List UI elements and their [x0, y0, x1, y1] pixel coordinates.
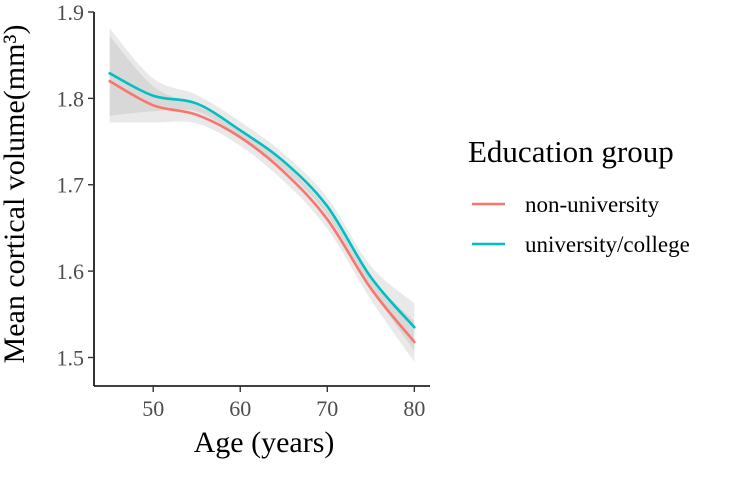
- x-tick-label: 80: [403, 396, 425, 421]
- y-tick-label: 1.6: [57, 259, 85, 284]
- legend: Education group non-university university…: [468, 134, 690, 257]
- series-lines: [108, 72, 416, 344]
- series-line-2: [108, 72, 416, 329]
- series-line-1: [108, 79, 416, 344]
- x-tick-label: 50: [142, 396, 164, 421]
- confidence-band-2: [109, 28, 415, 351]
- x-tick-label: 60: [229, 396, 251, 421]
- y-axis-title: Mean cortical volume(mm³): [0, 25, 31, 364]
- confidence-bands: [109, 28, 415, 362]
- x-tick-label: 70: [316, 396, 338, 421]
- axes: 1.5 1.6 1.7 1.8 1.9 50 60 70 80: [57, 0, 430, 421]
- x-axis-title: Age (years): [194, 426, 335, 459]
- confidence-band-1: [109, 36, 415, 362]
- y-tick-label: 1.7: [57, 173, 85, 198]
- legend-title: Education group: [468, 134, 674, 169]
- legend-label-2: university/college: [525, 232, 690, 257]
- y-tick-label: 1.5: [57, 345, 85, 370]
- legend-label-1: non-university: [525, 192, 660, 217]
- y-tick-label: 1.8: [57, 86, 85, 111]
- y-tick-label: 1.9: [57, 0, 85, 25]
